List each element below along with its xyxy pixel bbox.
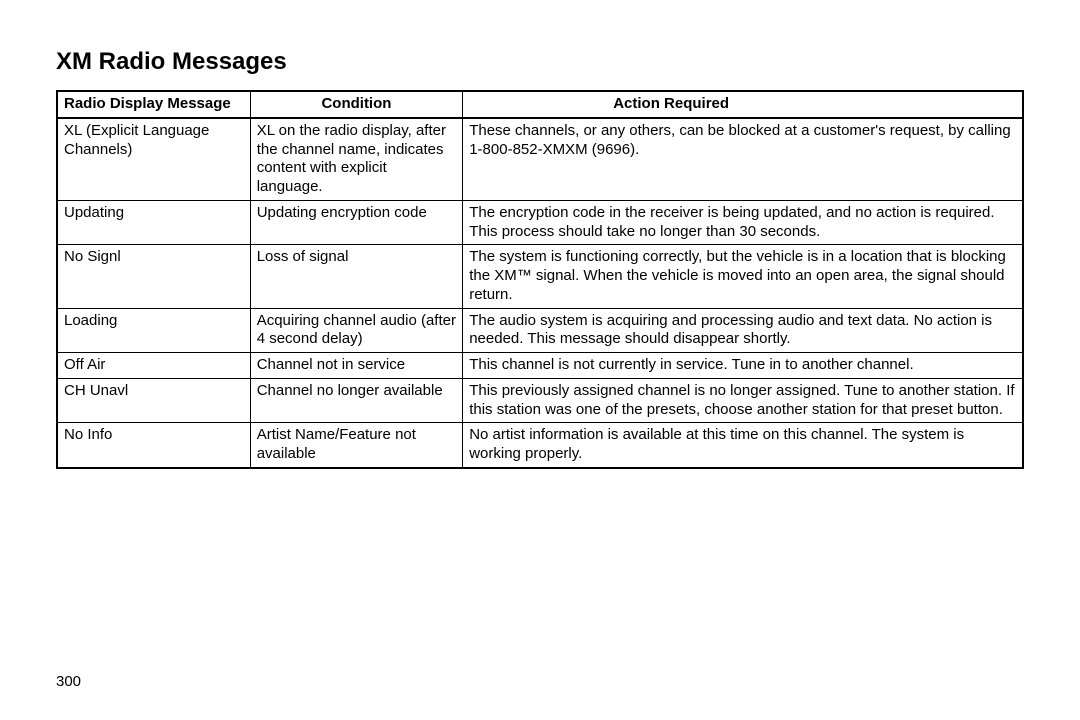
table-row: Loading Acquiring channel audio (after 4… <box>57 308 1023 353</box>
col-header-condition: Condition <box>250 91 463 118</box>
cell-action: This channel is not currently in service… <box>463 353 1023 379</box>
table-row: XL (Explicit Language Channels) XL on th… <box>57 118 1023 201</box>
cell-message: Updating <box>57 200 250 245</box>
cell-action: The encryption code in the receiver is b… <box>463 200 1023 245</box>
cell-condition: XL on the radio display, after the chann… <box>250 118 463 201</box>
cell-action: These channels, or any others, can be bl… <box>463 118 1023 201</box>
cell-message: No Info <box>57 423 250 468</box>
col-header-action: Action Required <box>463 91 1023 118</box>
cell-condition: Acquiring channel audio (after 4 second … <box>250 308 463 353</box>
messages-table: Radio Display Message Condition Action R… <box>56 90 1024 469</box>
cell-action: This previously assigned channel is no l… <box>463 378 1023 423</box>
cell-message: Loading <box>57 308 250 353</box>
cell-message: No Signl <box>57 245 250 308</box>
page-number: 300 <box>56 673 81 690</box>
cell-message: Off Air <box>57 353 250 379</box>
table-row: Updating Updating encryption code The en… <box>57 200 1023 245</box>
page-title: XM Radio Messages <box>56 48 1024 76</box>
cell-action: The audio system is acquiring and proces… <box>463 308 1023 353</box>
cell-action: No artist information is available at th… <box>463 423 1023 468</box>
table-header-row: Radio Display Message Condition Action R… <box>57 91 1023 118</box>
table-row: No Info Artist Name/Feature not availabl… <box>57 423 1023 468</box>
cell-condition: Channel not in service <box>250 353 463 379</box>
cell-action: The system is functioning correctly, but… <box>463 245 1023 308</box>
table-row: No Signl Loss of signal The system is fu… <box>57 245 1023 308</box>
cell-message: XL (Explicit Language Channels) <box>57 118 250 201</box>
cell-condition: Channel no longer available <box>250 378 463 423</box>
cell-condition: Updating encryption code <box>250 200 463 245</box>
table-row: CH Unavl Channel no longer available Thi… <box>57 378 1023 423</box>
cell-condition: Artist Name/Feature not available <box>250 423 463 468</box>
col-header-message: Radio Display Message <box>57 91 250 118</box>
cell-message: CH Unavl <box>57 378 250 423</box>
cell-condition: Loss of signal <box>250 245 463 308</box>
table-row: Off Air Channel not in service This chan… <box>57 353 1023 379</box>
